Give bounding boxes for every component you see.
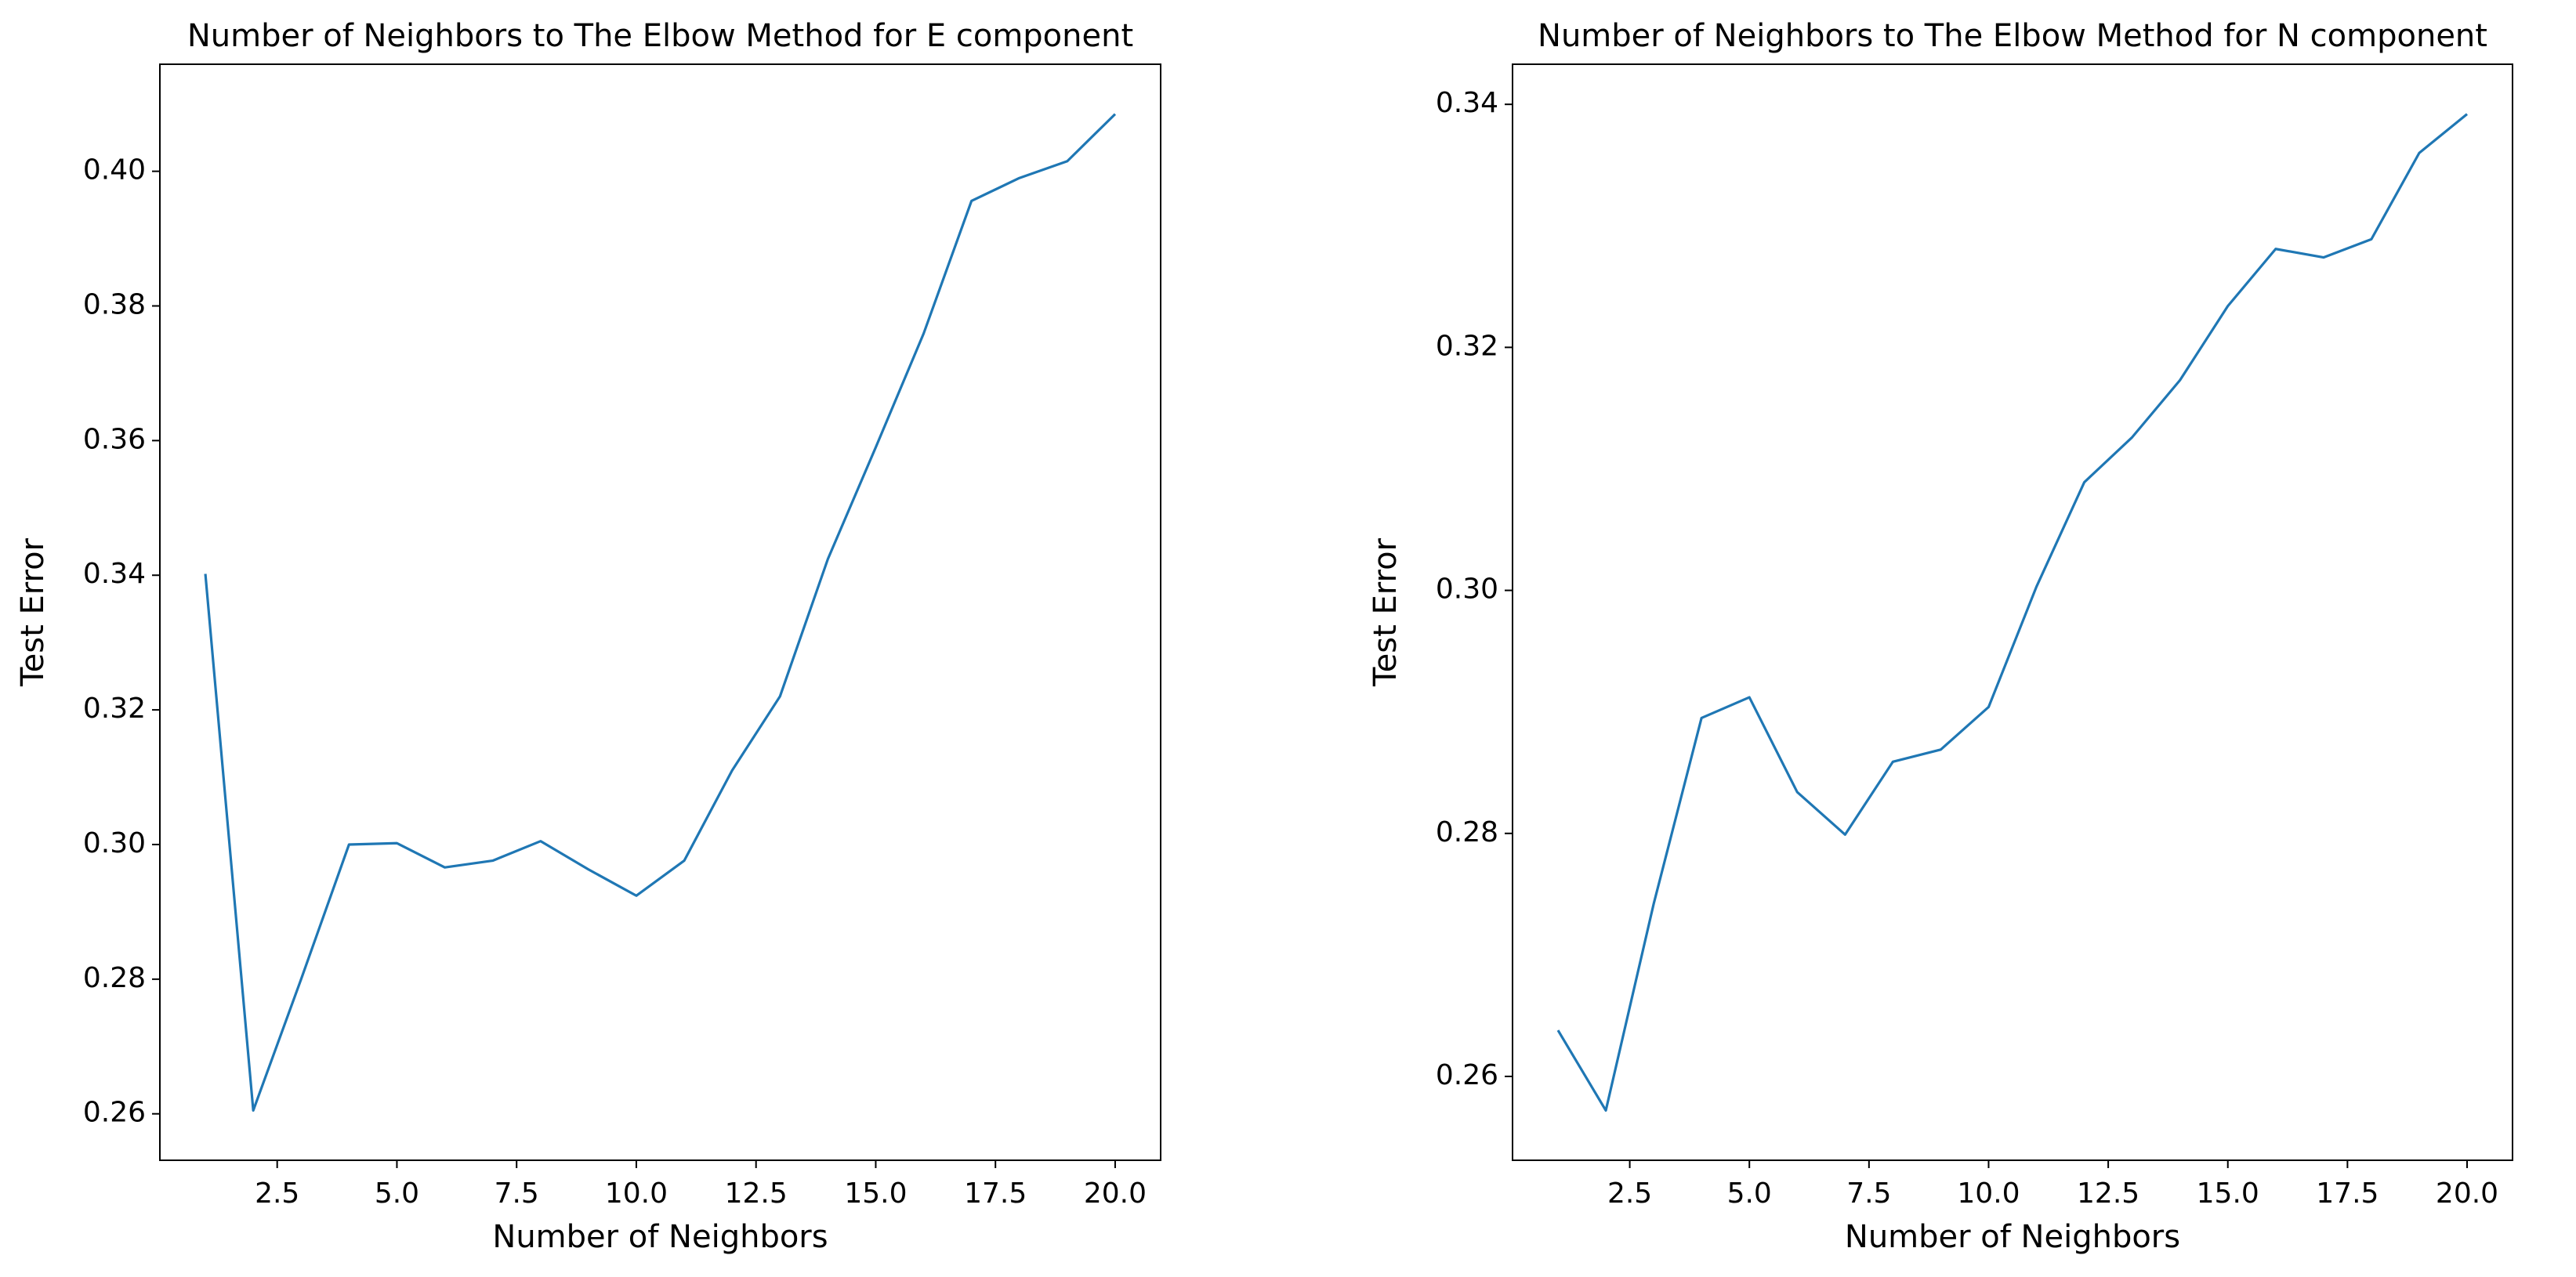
x-tick-label: 20.0 (1084, 1178, 1147, 1210)
data-line (204, 113, 1117, 1112)
y-tick-label: 0.26 (1436, 1059, 1498, 1091)
x-tick-label: 2.5 (255, 1178, 299, 1210)
y-tick-label: 0.38 (83, 289, 146, 321)
axes-frame (159, 63, 1161, 1161)
x-tick-label: 20.0 (2436, 1178, 2498, 1210)
x-tick-label: 12.5 (725, 1178, 788, 1210)
y-tick-label: 0.28 (83, 962, 146, 994)
y-axis-label: Test Error (15, 537, 51, 687)
y-tick-label: 0.32 (1436, 330, 1498, 362)
x-tick-label: 2.5 (1607, 1178, 1652, 1210)
y-tick-label: 0.34 (83, 558, 146, 590)
x-axis-label: Number of Neighbors (1845, 1219, 2180, 1255)
x-tick-label: 7.5 (1846, 1178, 1891, 1210)
data-line (1556, 113, 2469, 1112)
y-tick-label: 0.28 (1436, 816, 1498, 848)
x-tick-label: 5.0 (375, 1178, 419, 1210)
y-tick-label: 0.30 (1436, 573, 1498, 606)
y-tick-label: 0.30 (83, 827, 146, 859)
x-tick-label: 5.0 (1727, 1178, 1772, 1210)
y-tick-label: 0.32 (83, 693, 146, 725)
y-tick-label: 0.34 (1436, 87, 1498, 119)
x-tick-label: 12.5 (2077, 1178, 2139, 1210)
x-tick-label: 15.0 (2197, 1178, 2259, 1210)
chart-title: Number of Neighbors to The Elbow Method … (187, 18, 1133, 54)
x-tick-label: 17.5 (2316, 1178, 2379, 1210)
y-tick-label: 0.36 (83, 423, 146, 455)
x-tick-label: 15.0 (844, 1178, 907, 1210)
y-axis-label: Test Error (1368, 537, 1404, 687)
y-tick-label: 0.26 (83, 1097, 146, 1129)
x-tick-label: 17.5 (964, 1178, 1027, 1210)
y-tick-label: 0.40 (83, 154, 146, 186)
axes-frame (1512, 63, 2513, 1161)
x-tick-label: 7.5 (495, 1178, 539, 1210)
x-tick-label: 10.0 (1957, 1178, 2020, 1210)
chart-title: Number of Neighbors to The Elbow Method … (1538, 18, 2487, 54)
x-tick-label: 10.0 (605, 1178, 668, 1210)
x-axis-label: Number of Neighbors (492, 1219, 828, 1255)
